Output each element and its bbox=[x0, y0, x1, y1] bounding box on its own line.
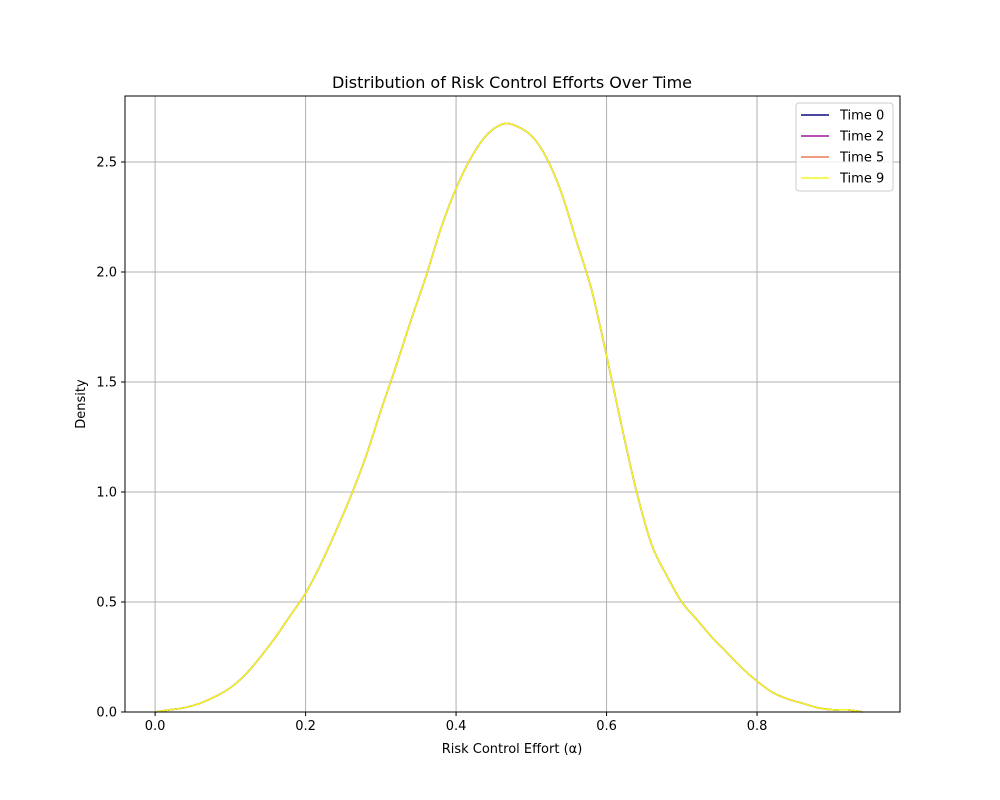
x-tick-label: 0.4 bbox=[446, 719, 467, 734]
series-lines bbox=[154, 122, 863, 713]
y-tick-label: 1.5 bbox=[96, 376, 117, 391]
x-tick-label: 0.8 bbox=[747, 719, 768, 734]
chart-title: Distribution of Risk Control Efforts Ove… bbox=[332, 73, 692, 92]
plot-frame bbox=[124, 95, 901, 713]
legend-box bbox=[795, 102, 894, 192]
y-tick-label: 1.0 bbox=[96, 486, 117, 501]
y-tick-label: 0.5 bbox=[96, 596, 117, 611]
plot-area bbox=[125, 96, 900, 712]
legend-label-time-2: Time 2 bbox=[839, 130, 884, 145]
axis-ticks: 0.0 0.2 0.4 0.6 0.8 0.0 0.5 1.0 1.5 2.0 2.5 bbox=[96, 156, 767, 735]
x-tick-label: 0.2 bbox=[295, 719, 316, 734]
y-tick-label: 0.0 bbox=[96, 706, 117, 721]
y-axis-label: Density bbox=[74, 379, 89, 429]
legend-label-time-9: Time 9 bbox=[839, 172, 884, 187]
legend-label-time-5: Time 5 bbox=[839, 151, 884, 166]
legend-label-time-0: Time 0 bbox=[839, 109, 884, 124]
legend: Time 0 Time 2 Time 5 Time 9 bbox=[795, 102, 894, 192]
y-tick-label: 2.5 bbox=[96, 156, 117, 171]
y-tick-label: 2.0 bbox=[96, 266, 117, 281]
x-tick-label: 0.0 bbox=[145, 719, 166, 734]
x-axis-label: Risk Control Effort (α) bbox=[442, 742, 583, 757]
series-line-time-9 bbox=[154, 122, 863, 713]
x-tick-label: 0.6 bbox=[596, 719, 617, 734]
grid-lines bbox=[125, 96, 900, 713]
